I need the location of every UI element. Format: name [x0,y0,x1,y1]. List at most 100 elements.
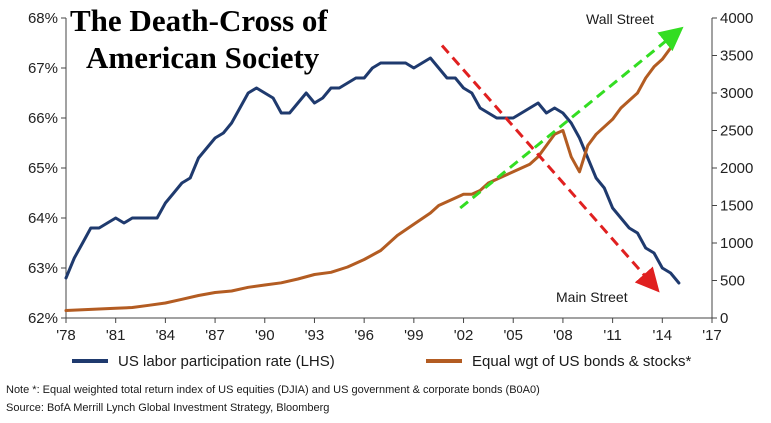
index-data-point [594,133,598,136]
x-tick-label: '93 [305,327,325,344]
labor-data-point [379,61,382,65]
labor-data-point [478,106,482,110]
legend-label-labor: US labor participation rate (LHS) [118,353,335,370]
right-tick-label: 1500 [720,198,753,215]
index-data-point [611,118,614,121]
trend-arrows [440,26,684,293]
labor-data-point [305,91,308,95]
index-data-point [396,234,399,237]
right-tick-label: 500 [720,273,745,290]
source-note: Source: BofA Merrill Lynch Global Invest… [6,402,329,414]
labor-data-point [338,86,341,90]
labor-data-point [213,136,217,140]
labor-data-point [628,226,631,230]
x-tick-label: '78 [56,327,76,344]
index-data-point [147,304,150,307]
left-tick-label: 66% [28,110,58,127]
index-data-point [561,129,565,132]
index-data-point [97,307,101,311]
labor-data-point [462,86,465,90]
labor-data-point [570,121,573,125]
index-data-point [180,298,184,301]
labor-participation-line [64,56,681,285]
index-data-point [462,193,465,196]
index-data-point [454,196,457,200]
right-tick-label: 3500 [720,48,753,65]
left-tick-label: 68% [28,10,58,27]
x-axis-ticks: '78 '81 '84 '87 '90 '93 '96 '99 '02 '05 '08 '11 '14 '… [56,318,722,344]
x-tick-label: '90 [255,327,275,344]
index-data-point [603,125,606,128]
footnote: Note *: Equal weighted total return inde… [6,384,540,396]
labor-data-point [106,221,109,225]
index-data-point [520,166,523,170]
labor-data-point [619,216,623,220]
labor-data-point [487,111,490,115]
x-tick-label: '96 [354,327,374,344]
labor-data-point [396,61,399,65]
index-data-point [429,211,432,215]
labor-data-point [147,216,150,220]
left-tick-label: 67% [28,60,58,77]
labor-data-point [155,216,159,220]
labor-data-point [172,191,175,195]
x-tick-label: '81 [106,327,126,344]
labor-data-point [412,66,415,70]
legend-label-index: Equal wgt of US bonds & stocks* [472,353,691,370]
labor-data-point [64,276,68,280]
x-tick-label: '99 [404,327,424,344]
labor-data-point [131,216,134,220]
labor-data-point [313,101,316,105]
x-tick-label: '05 [503,327,523,344]
index-data-point [636,91,639,95]
labor-data-point [329,86,333,90]
labor-data-point [205,146,208,150]
labor-data-point [164,201,167,205]
labor-data-point [255,86,258,90]
index-data-point [512,170,515,173]
labor-data-point [230,121,233,125]
index-data-point [652,65,656,69]
x-tick-label: '87 [205,327,225,344]
left-tick-label: 63% [28,260,58,277]
index-data-point [247,286,250,289]
index-data-point [586,144,589,147]
labor-data-point [470,91,473,95]
index-data-point [131,306,134,309]
right-tick-label: 3000 [720,85,753,102]
labor-data-point [545,111,548,115]
legend: US labor participation rate (LHS) Equal … [72,353,691,370]
chart-title-line-1: The Death-Cross of [70,3,328,38]
labor-data-point [296,101,300,105]
index-data-point [296,277,300,281]
labor-data-point [520,111,523,115]
index-data-point [495,178,498,181]
labor-data-point [81,241,84,245]
labor-data-point [636,231,639,235]
chart-title-line-2: American Society [86,40,320,75]
index-data-point [280,281,283,284]
labor-data-point [553,106,556,110]
index-data-point [346,265,349,269]
labor-data-point [238,106,242,110]
labor-data-point [280,111,283,115]
wall-street-label: Wall Street [586,11,654,27]
labor-data-point [594,176,598,180]
decline-arrow [440,44,660,293]
right-tick-label: 1000 [720,235,753,252]
index-data-point [114,307,117,310]
x-tick-label: '14 [653,327,673,344]
main-street-label: Main Street [556,289,628,305]
left-tick-label: 64% [28,210,58,227]
labor-data-point [321,96,324,100]
left-tick-label: 65% [28,160,58,177]
labor-data-point [437,66,440,70]
right-tick-label: 0 [720,310,728,327]
index-data-point [661,58,664,61]
labor-data-point [139,216,142,220]
index-data-point [528,163,531,166]
labor-data-point [346,81,349,85]
labor-data-point [114,216,117,220]
right-tick-label: 2500 [720,123,753,140]
